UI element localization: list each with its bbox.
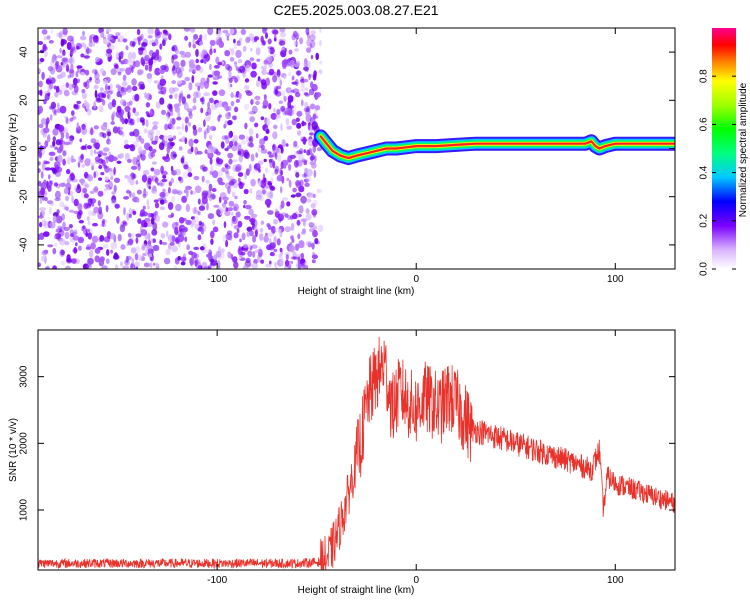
colorbar-tick-label: 0.2 xyxy=(699,213,710,227)
snr-y-axis-label: SNR (10 * v/v) xyxy=(8,418,19,482)
heatmap-ridge-core xyxy=(319,135,675,160)
heatmap-y-tick-label: 40 xyxy=(19,46,30,58)
colorbar-tick-label: 0.6 xyxy=(699,117,710,131)
heatmap-y-tick-label: 0 xyxy=(19,145,30,151)
colorbar-label: Normalized spectral amplitude xyxy=(738,82,749,217)
snr-panel: -100 0 100 1000 2000 3000 Height of straight … xyxy=(8,329,676,596)
snr-y-tick-label: 3000 xyxy=(19,365,30,388)
snr-frame xyxy=(37,329,676,571)
heatmap-y-tick-label: 20 xyxy=(19,94,30,106)
heatmap-y-axis-label: Frequency (Hz) xyxy=(8,114,19,183)
snr-x-tick-label: 100 xyxy=(607,575,624,586)
colorbar-tick-label: 0.4 xyxy=(699,165,710,179)
heatmap-x-tick-label: -100 xyxy=(207,274,227,285)
heatmap-plot-area xyxy=(38,28,675,269)
heatmap-x-axis-label: Height of straight line (km) xyxy=(298,286,415,297)
colorbar-tick-label: 0.0 xyxy=(699,262,710,276)
heatmap-axes: -100 0 100 -40 -20 0 20 40 xyxy=(19,28,675,285)
colorbar-ticks: 0.0 0.2 0.4 0.6 0.8 xyxy=(699,69,736,276)
snr-y-tick-label: 2000 xyxy=(19,432,30,455)
snr-x-tick-label: -100 xyxy=(207,575,227,586)
heatmap-y-tick-label: -40 xyxy=(19,237,30,252)
figure-title: C2E5.2025.003.08.27.E21 xyxy=(273,2,438,18)
heatmap-panel: -100 0 100 -40 -20 0 20 40 Height of straight l… xyxy=(8,27,676,297)
heatmap-x-tick-label: 0 xyxy=(413,274,419,285)
snr-x-tick-label: 0 xyxy=(413,575,419,586)
colorbar-tick-label: 0.8 xyxy=(699,69,710,83)
snr-y-tick-label: 1000 xyxy=(19,498,30,521)
snr-axes: -100 0 100 1000 2000 3000 xyxy=(19,330,675,586)
heatmap-noise-speckle xyxy=(38,28,324,269)
colorbar: 0.0 0.2 0.4 0.6 0.8 Normalized spectral ampl… xyxy=(699,28,749,276)
colorbar-gradient xyxy=(712,28,736,269)
snr-x-axis-label: Height of straight line (km) xyxy=(298,585,415,596)
heatmap-x-tick-label: 100 xyxy=(607,274,624,285)
snr-series-line xyxy=(38,336,675,570)
heatmap-y-tick-label: -20 xyxy=(19,189,30,204)
